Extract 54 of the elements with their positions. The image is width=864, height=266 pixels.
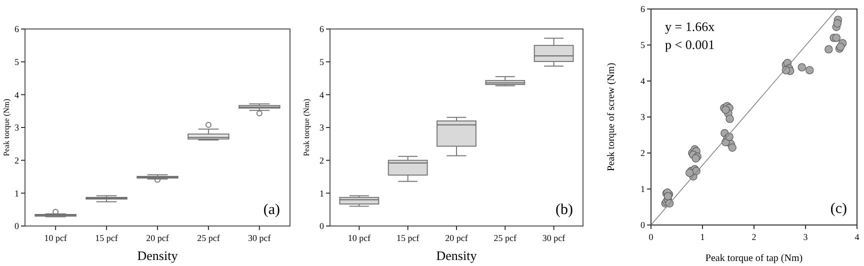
- y-tick-label: 0: [640, 220, 646, 230]
- x-tick-label: 1: [700, 232, 705, 242]
- x-tick-label: 10 pcf: [44, 233, 67, 243]
- annotation: (a): [263, 202, 280, 218]
- x-tick-label: 0: [648, 232, 654, 242]
- x-tick-label: 10 pcf: [348, 233, 371, 243]
- x-axis-title: Density: [137, 248, 178, 263]
- x-tick-label: 2: [752, 232, 756, 242]
- y-tick-label: 6: [320, 24, 324, 34]
- y-tick-label: 0: [14, 221, 20, 232]
- x-tick-label: 25 pcf: [197, 233, 220, 243]
- x-tick-label: 25 pcf: [494, 233, 517, 243]
- point: [833, 19, 842, 28]
- y-tick-label: 0: [320, 221, 324, 232]
- x-tick-label: 30 pcf: [248, 233, 271, 243]
- y-axis-title: Peak torque (Nm): [2, 98, 11, 156]
- y-axis-title: Peak torque (Nm): [302, 98, 311, 156]
- x-axis-title: Density: [436, 248, 478, 263]
- x-tick-label: 30 pcf: [542, 233, 566, 243]
- point: [806, 66, 814, 74]
- x-tick-label: 20 pcf: [445, 233, 468, 243]
- point: [798, 63, 806, 72]
- y-tick-label: 1: [14, 188, 19, 198]
- point: [726, 114, 734, 123]
- x-tick-label: 15 pcf: [396, 233, 420, 243]
- y-tick-label: 3: [14, 122, 20, 133]
- y-tick-label: 5: [14, 56, 20, 67]
- annotation: p < 0.001: [665, 37, 715, 52]
- annotation: (b): [556, 202, 573, 218]
- x-axis-title: Peak torque of tap (Nm): [705, 253, 803, 264]
- y-tick-label: 6: [14, 24, 20, 34]
- point: [832, 34, 840, 42]
- y-tick-label: 3: [320, 122, 324, 133]
- x-tick-label: 3: [803, 232, 808, 242]
- annotation: y = 1.66x: [665, 19, 716, 34]
- y-tick-label: 3: [640, 112, 646, 122]
- y-tick-label: 1: [640, 184, 645, 194]
- x-tick-label: 20 pcf: [146, 233, 169, 243]
- y-tick-label: 4: [320, 90, 324, 100]
- y-tick-label: 4: [640, 76, 646, 86]
- y-tick-label: 2: [640, 148, 645, 158]
- x-tick-label: 4: [854, 232, 860, 242]
- annotation: (c): [830, 201, 847, 217]
- y-tick-label: 6: [640, 4, 646, 14]
- x-tick-label: 15 pcf: [95, 233, 118, 243]
- y-tick-label: 4: [14, 90, 20, 100]
- point: [824, 45, 833, 54]
- y-tick-label: 2: [14, 155, 19, 166]
- y-tick-label: 1: [320, 188, 324, 198]
- y-axis-title: Peak torque of screw (Nm): [606, 62, 617, 172]
- y-tick-label: 5: [320, 56, 324, 67]
- y-tick-label: 2: [320, 155, 324, 166]
- y-tick-label: 5: [640, 40, 646, 50]
- point: [728, 144, 736, 152]
